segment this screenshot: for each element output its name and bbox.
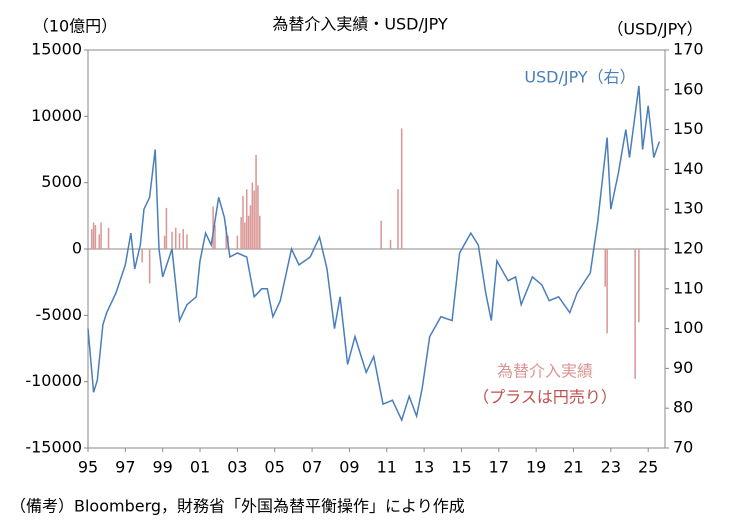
bar bbox=[171, 231, 173, 249]
y-tick-label: 15000 bbox=[31, 40, 82, 59]
y-tick-label: 5000 bbox=[41, 172, 82, 191]
y-tick-label: -10000 bbox=[25, 371, 82, 390]
bar bbox=[634, 249, 636, 379]
x-tick-label: 11 bbox=[377, 458, 397, 477]
line-series bbox=[87, 85, 661, 423]
bar bbox=[389, 239, 392, 249]
bar bbox=[244, 222, 246, 249]
x-tick-label: 15 bbox=[451, 458, 471, 477]
bar bbox=[92, 222, 95, 249]
x-tick-label: 19 bbox=[526, 458, 546, 477]
bar bbox=[186, 234, 188, 249]
y2-tick-label: 120 bbox=[673, 239, 704, 258]
y-tick-label: 10000 bbox=[31, 106, 82, 125]
bar bbox=[606, 249, 608, 334]
x-tick-label: 95 bbox=[78, 458, 98, 477]
x-tick-label: 05 bbox=[265, 458, 285, 477]
bar bbox=[225, 226, 227, 249]
y2-tick-label: 70 bbox=[673, 438, 693, 457]
y2-tick-label: 90 bbox=[673, 358, 693, 377]
x-tick-label: 21 bbox=[563, 458, 583, 477]
bar bbox=[236, 235, 239, 249]
line-series-label: USD/JPY（右） bbox=[524, 68, 635, 87]
y-axis-label: （10億円） bbox=[33, 17, 117, 36]
y2-axis-label: （USD/JPY） bbox=[607, 20, 702, 39]
bar bbox=[212, 206, 214, 249]
x-tick-label: 23 bbox=[601, 458, 621, 477]
bar bbox=[604, 249, 606, 287]
x-tick-label: 03 bbox=[227, 458, 247, 477]
bar bbox=[148, 249, 151, 284]
y2-tick-label: 150 bbox=[673, 119, 704, 138]
bar bbox=[253, 190, 255, 249]
y-tick-label: 0 bbox=[72, 239, 82, 258]
bar bbox=[178, 233, 181, 249]
bar bbox=[249, 205, 252, 249]
bar-annotation: （プラスは円売り） bbox=[473, 388, 617, 407]
chart-title: 為替介入実績・USD/JPY bbox=[272, 15, 448, 34]
bar-series-label: 為替介入実績 bbox=[497, 362, 593, 381]
bar bbox=[214, 225, 216, 249]
bar bbox=[94, 225, 97, 249]
x-tick-label: 09 bbox=[339, 458, 359, 477]
bar bbox=[638, 249, 640, 323]
bar bbox=[240, 217, 242, 249]
bar bbox=[182, 229, 184, 249]
y2-tick-label: 100 bbox=[673, 318, 704, 337]
bar bbox=[257, 185, 259, 249]
bar bbox=[247, 215, 250, 249]
bar bbox=[90, 229, 93, 249]
bar bbox=[165, 207, 168, 249]
bar bbox=[107, 227, 110, 249]
bar bbox=[259, 215, 261, 249]
y2-tick-label: 80 bbox=[673, 398, 693, 417]
bar bbox=[98, 234, 100, 249]
bar bbox=[400, 128, 403, 249]
x-tick-label: 01 bbox=[190, 458, 210, 477]
footnote: （備考）Bloomberg，財務省「外国為替平衡操作」により作成 bbox=[10, 497, 465, 516]
y2-tick-label: 110 bbox=[673, 278, 704, 297]
bar bbox=[242, 195, 244, 249]
bar bbox=[141, 249, 143, 263]
bar bbox=[251, 182, 254, 249]
bar bbox=[255, 154, 257, 249]
y-tick-label: -5000 bbox=[36, 305, 83, 324]
bar bbox=[100, 222, 102, 249]
x-tick-label: 13 bbox=[414, 458, 434, 477]
bar bbox=[397, 189, 399, 249]
y2-tick-label: 140 bbox=[673, 159, 704, 178]
bar bbox=[163, 235, 166, 249]
bar bbox=[245, 189, 248, 249]
x-tick-label: 99 bbox=[153, 458, 173, 477]
y2-tick-label: 130 bbox=[673, 199, 704, 218]
y2-tick-label: 170 bbox=[673, 40, 704, 59]
y-tick-label: -15000 bbox=[25, 438, 82, 457]
y2-tick-label: 160 bbox=[673, 79, 704, 98]
x-tick-label: 97 bbox=[115, 458, 135, 477]
x-tick-label: 07 bbox=[302, 458, 322, 477]
x-tick-label: 25 bbox=[638, 458, 658, 477]
bar bbox=[380, 220, 382, 249]
x-tick-label: 17 bbox=[489, 458, 509, 477]
bar bbox=[175, 227, 177, 249]
